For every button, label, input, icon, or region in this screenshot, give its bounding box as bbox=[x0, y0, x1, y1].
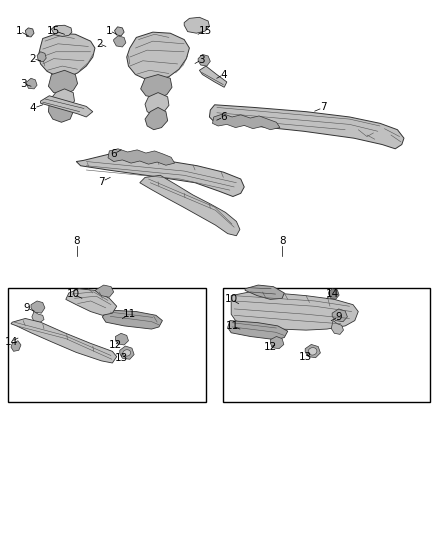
Text: 13: 13 bbox=[114, 353, 128, 362]
Polygon shape bbox=[48, 100, 73, 122]
Polygon shape bbox=[141, 75, 172, 98]
Polygon shape bbox=[127, 32, 189, 80]
Text: 11: 11 bbox=[123, 309, 136, 319]
Polygon shape bbox=[41, 96, 93, 117]
Polygon shape bbox=[115, 27, 124, 36]
Text: 9: 9 bbox=[336, 312, 342, 322]
Text: 8: 8 bbox=[279, 236, 286, 246]
Polygon shape bbox=[140, 175, 240, 236]
Text: 2: 2 bbox=[29, 54, 36, 63]
Polygon shape bbox=[37, 52, 46, 62]
Polygon shape bbox=[245, 285, 284, 300]
Polygon shape bbox=[11, 318, 117, 363]
Text: 13: 13 bbox=[299, 352, 312, 361]
Polygon shape bbox=[184, 17, 209, 33]
Text: 6: 6 bbox=[110, 149, 117, 159]
Text: 4: 4 bbox=[220, 70, 226, 79]
Polygon shape bbox=[32, 312, 44, 322]
Polygon shape bbox=[27, 78, 37, 89]
Text: 11: 11 bbox=[226, 321, 239, 331]
Polygon shape bbox=[114, 36, 126, 47]
Polygon shape bbox=[102, 310, 162, 329]
Polygon shape bbox=[209, 105, 404, 149]
Polygon shape bbox=[270, 336, 284, 349]
Text: 4: 4 bbox=[29, 103, 36, 114]
Polygon shape bbox=[95, 285, 114, 297]
Polygon shape bbox=[51, 25, 72, 36]
Polygon shape bbox=[76, 154, 244, 197]
Polygon shape bbox=[120, 346, 134, 359]
Text: 10: 10 bbox=[225, 294, 238, 304]
Polygon shape bbox=[331, 320, 343, 334]
Polygon shape bbox=[328, 289, 339, 300]
Text: 7: 7 bbox=[98, 176, 105, 187]
Text: 1: 1 bbox=[15, 26, 22, 36]
Text: 10: 10 bbox=[67, 289, 80, 299]
Text: 15: 15 bbox=[198, 26, 212, 36]
Text: 12: 12 bbox=[109, 340, 122, 350]
Polygon shape bbox=[332, 309, 347, 321]
Text: 8: 8 bbox=[74, 236, 80, 246]
Text: 9: 9 bbox=[23, 303, 30, 313]
Polygon shape bbox=[116, 333, 128, 345]
Polygon shape bbox=[228, 320, 288, 340]
Text: 14: 14 bbox=[325, 289, 339, 299]
Polygon shape bbox=[198, 54, 210, 66]
Polygon shape bbox=[31, 301, 45, 313]
Text: 15: 15 bbox=[47, 26, 60, 36]
Polygon shape bbox=[11, 341, 21, 351]
Text: 6: 6 bbox=[220, 112, 226, 122]
Polygon shape bbox=[48, 70, 78, 94]
Polygon shape bbox=[145, 108, 168, 130]
Text: 3: 3 bbox=[20, 78, 26, 88]
Text: 2: 2 bbox=[96, 39, 102, 49]
Text: 12: 12 bbox=[264, 342, 277, 352]
Polygon shape bbox=[199, 66, 227, 87]
Text: 14: 14 bbox=[4, 337, 18, 347]
Text: 7: 7 bbox=[320, 102, 327, 112]
Polygon shape bbox=[25, 28, 34, 37]
Ellipse shape bbox=[123, 350, 131, 356]
Text: 3: 3 bbox=[198, 55, 205, 64]
Ellipse shape bbox=[308, 348, 317, 355]
Polygon shape bbox=[145, 93, 169, 115]
Bar bbox=[223, 288, 430, 402]
Polygon shape bbox=[305, 344, 321, 358]
Polygon shape bbox=[108, 149, 175, 165]
Bar bbox=[8, 288, 206, 402]
Polygon shape bbox=[51, 89, 74, 109]
Polygon shape bbox=[231, 292, 358, 330]
Polygon shape bbox=[39, 33, 95, 77]
Polygon shape bbox=[212, 114, 280, 130]
Text: 1: 1 bbox=[106, 26, 113, 36]
Polygon shape bbox=[66, 289, 117, 316]
